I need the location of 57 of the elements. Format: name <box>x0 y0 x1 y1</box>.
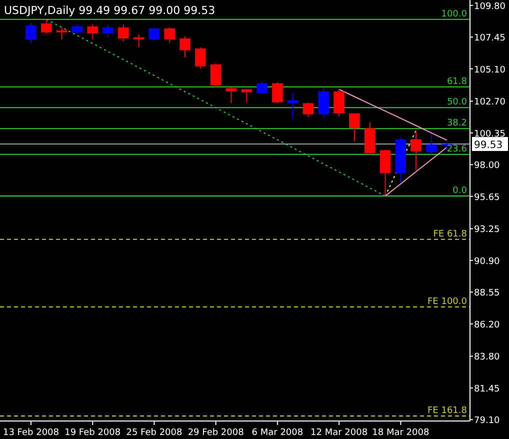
y-tick-label: 81.45 <box>474 384 500 394</box>
candlestick <box>102 24 114 38</box>
y-tick-label: 95.65 <box>474 192 500 203</box>
y-tick-label: 105.10 <box>474 65 506 76</box>
candlestick <box>380 149 391 197</box>
candlestick <box>210 62 222 88</box>
candlestick <box>56 26 68 40</box>
y-tick-label: 107.45 <box>474 34 506 44</box>
y-tick-label: 109.80 <box>474 2 506 12</box>
candlestick <box>334 88 344 117</box>
candlestick <box>87 24 98 40</box>
candlestick <box>133 34 144 48</box>
annotation: 38.2 <box>446 118 467 129</box>
x-tick-label: 6 Mar 2008 <box>252 428 304 438</box>
chart-title: USDJPY,Daily 99.49 99.67 99.00 99.53 <box>4 4 216 17</box>
candlestick <box>318 88 330 119</box>
candlestick <box>426 134 437 155</box>
candlestick <box>164 27 176 43</box>
annotation: 61.8 <box>446 76 468 87</box>
candlestick <box>349 112 360 142</box>
candlestick <box>226 86 237 104</box>
candlestick <box>41 18 52 34</box>
candlestick <box>180 36 190 58</box>
annotation: FE 100.0 <box>428 296 468 307</box>
annotation: 0.0 <box>452 186 468 196</box>
candlestick <box>272 82 283 104</box>
line-series <box>338 88 448 141</box>
x-tick-label: 13 Feb 2008 <box>2 428 60 438</box>
y-tick-label: 93.25 <box>474 225 500 236</box>
x-tick-label: 12 Mar 2008 <box>310 428 368 438</box>
y-tick-label: 83.80 <box>474 352 500 363</box>
candlestick <box>302 102 314 118</box>
candlestick <box>148 27 160 41</box>
line-series <box>384 146 448 197</box>
candlestick <box>410 130 422 171</box>
annotation: 50.0 <box>446 98 468 108</box>
candlestick <box>241 88 252 103</box>
y-tick-label: 102.70 <box>474 98 506 108</box>
annotation: 100.0 <box>441 9 468 20</box>
y-tick-label: 88.55 <box>474 288 500 299</box>
ref-line-label: 99.53 <box>474 140 503 151</box>
y-tick-label: 100.35 <box>474 129 506 140</box>
candlestick <box>26 22 36 44</box>
y-tick-label: 98.00 <box>474 161 500 172</box>
annotation: 23.6 <box>446 144 468 154</box>
y-tick-label: 79.10 <box>474 416 500 426</box>
x-tick-label: 18 Mar 2008 <box>372 428 430 438</box>
y-tick-label: 86.20 <box>474 320 500 330</box>
x-tick-label: 25 Feb 2008 <box>126 428 183 438</box>
x-tick-label: 19 Feb 2008 <box>64 428 121 438</box>
y-tick-label: 90.90 <box>474 256 500 267</box>
candlestick <box>118 24 129 42</box>
annotation: FE 161.8 <box>428 406 468 416</box>
x-tick-label: 29 Feb 2008 <box>188 428 244 438</box>
annotation: FE 61.8 <box>433 229 468 240</box>
candlestick <box>195 46 206 69</box>
candlestick <box>72 24 83 34</box>
